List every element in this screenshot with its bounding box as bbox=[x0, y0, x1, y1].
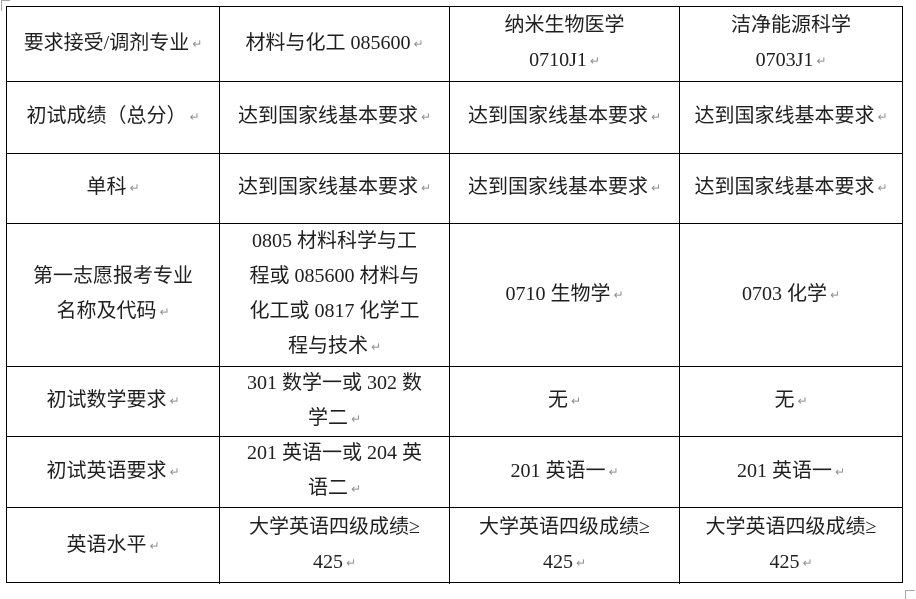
row-header-cell: 第一志愿报考专业 名称及代码 ↵ bbox=[7, 224, 220, 367]
table-cell: 201 英语一或 204 英 语二 ↵ bbox=[220, 437, 450, 508]
table-cell: 达到国家线基本要求 ↵ bbox=[220, 82, 450, 154]
row-header-cell: 初试英语要求 ↵ bbox=[7, 437, 220, 508]
table-cell: 201 英语一 ↵ bbox=[450, 437, 680, 508]
paragraph-mark-icon: ↵ bbox=[575, 556, 587, 570]
paragraph-mark-icon: ↵ bbox=[169, 394, 180, 408]
cell-line: 0703J1 bbox=[755, 49, 814, 71]
table-cell: 大学英语四级成绩≥ 425 ↵ bbox=[680, 508, 902, 584]
cell-line: 大学英语四级成绩≥ bbox=[705, 516, 877, 538]
table-cell: 无 ↵ bbox=[450, 367, 680, 437]
cell-line: 材料与化工 085600 bbox=[245, 31, 411, 54]
cell-line: 英语水平 bbox=[66, 533, 147, 556]
paragraph-mark-icon: ↵ bbox=[159, 305, 170, 319]
cell-line: 301 数学一或 302 数 bbox=[247, 371, 422, 394]
paragraph-mark-icon: ↵ bbox=[797, 394, 808, 408]
cell-line: 化工或 0817 化学工 bbox=[249, 300, 420, 322]
cell-line: 纳米生物医学 bbox=[504, 14, 625, 36]
table-cell: 达到国家线基本要求 ↵ bbox=[680, 82, 902, 154]
paragraph-mark-icon: ↵ bbox=[350, 482, 362, 496]
table-cell: 0805 材料科学与工 程或 085600 材料与 化工或 0817 化学工 程… bbox=[220, 224, 450, 367]
table-cell: 大学英语四级成绩≥ 425 ↵ bbox=[220, 508, 450, 584]
paragraph-mark-icon: ↵ bbox=[613, 287, 624, 302]
cell-line: 达到国家线基本要求 bbox=[694, 176, 875, 198]
table-cell: 201 英语一 ↵ bbox=[680, 437, 902, 508]
paragraph-mark-icon: ↵ bbox=[413, 36, 424, 51]
paragraph-mark-icon: ↵ bbox=[345, 556, 357, 570]
table-cell: 达到国家线基本要求 ↵ bbox=[450, 154, 680, 224]
paragraph-mark-icon: ↵ bbox=[829, 287, 841, 302]
cell-line: 0703 化学 bbox=[741, 282, 827, 305]
cell-line: 初试数学要求 bbox=[46, 389, 167, 411]
paragraph-mark-icon: ↵ bbox=[350, 411, 362, 426]
row-header-cell: 要求接受/调剂专业 ↵ bbox=[7, 7, 220, 82]
cell-line: 201 英语一 bbox=[510, 459, 606, 482]
table-cell: 301 数学一或 302 数 学二 ↵ bbox=[220, 367, 450, 437]
paragraph-mark-icon: ↵ bbox=[420, 110, 432, 124]
row-header-cell: 英语水平 ↵ bbox=[7, 508, 220, 584]
row-header-cell: 初试成绩（总分） ↵ bbox=[7, 82, 220, 154]
paragraph-mark-icon: ↵ bbox=[149, 538, 160, 553]
table-resize-handle-icon[interactable] bbox=[905, 590, 915, 599]
cell-line: 要求接受/调剂专业 bbox=[23, 31, 190, 54]
paragraph-mark-icon: ↵ bbox=[192, 36, 203, 51]
paragraph-mark-icon: ↵ bbox=[816, 54, 827, 68]
cell-line: 名称及代码 bbox=[56, 300, 157, 322]
cell-line: 无 bbox=[547, 389, 568, 411]
cell-line: 语二 bbox=[307, 477, 348, 499]
table-cell: 达到国家线基本要求 ↵ bbox=[450, 82, 680, 154]
cell-line: 程与技术 bbox=[287, 335, 368, 357]
paragraph-mark-icon: ↵ bbox=[877, 181, 888, 195]
row-header-cell: 初试数学要求 ↵ bbox=[7, 367, 220, 437]
column-header-cell: 纳米生物医学 0710J1 ↵ bbox=[450, 7, 680, 82]
cell-line: 达到国家线基本要求 bbox=[467, 176, 648, 198]
table-cell: 0703 化学 ↵ bbox=[680, 224, 902, 367]
cell-line: 0710 生物学 bbox=[505, 282, 611, 305]
cell-line: 201 英语一 bbox=[736, 459, 832, 482]
paragraph-mark-icon: ↵ bbox=[589, 54, 600, 68]
cell-line: 达到国家线基本要求 bbox=[467, 105, 648, 127]
cell-line: 达到国家线基本要求 bbox=[237, 105, 418, 127]
cell-line: 第一志愿报考专业 bbox=[33, 265, 193, 287]
paragraph-mark-icon: ↵ bbox=[570, 394, 582, 408]
paragraph-mark-icon: ↵ bbox=[877, 110, 888, 124]
cell-line: 大学英语四级成绩≥ bbox=[249, 516, 420, 538]
paragraph-mark-icon: ↵ bbox=[420, 181, 432, 195]
table-cell: 无 ↵ bbox=[680, 367, 902, 437]
cell-line: 无 bbox=[774, 389, 795, 411]
cell-line: 单科 bbox=[86, 176, 127, 198]
cell-line: 425 bbox=[542, 551, 573, 573]
paragraph-mark-icon: ↵ bbox=[650, 181, 662, 195]
table-cell: 达到国家线基本要求 ↵ bbox=[220, 154, 450, 224]
cell-line: 0805 材料科学与工 bbox=[252, 230, 417, 252]
paragraph-mark-icon: ↵ bbox=[189, 110, 200, 124]
paragraph-mark-icon: ↵ bbox=[834, 464, 846, 479]
cell-line: 达到国家线基本要求 bbox=[237, 176, 418, 198]
cell-line: 初试成绩（总分） bbox=[26, 105, 187, 127]
column-header-cell: 材料与化工 085600 ↵ bbox=[220, 7, 450, 82]
requirements-table: 要求接受/调剂专业 ↵ 材料与化工 085600 ↵ 纳米生物医学 0710J1 ↵ … bbox=[6, 6, 903, 584]
paragraph-mark-icon: ↵ bbox=[608, 464, 619, 479]
cell-line: 425 bbox=[312, 551, 343, 573]
cell-line: 0710J1 bbox=[529, 49, 587, 71]
paragraph-mark-icon: ↵ bbox=[650, 110, 662, 124]
table-cell: 达到国家线基本要求 ↵ bbox=[680, 154, 902, 224]
table-cell: 大学英语四级成绩≥ 425 ↵ bbox=[450, 508, 680, 584]
cell-line: 425 bbox=[769, 551, 800, 573]
cell-line: 学二 bbox=[307, 406, 348, 429]
table-cell: 0710 生物学 ↵ bbox=[450, 224, 680, 367]
row-header-cell: 单科 ↵ bbox=[7, 154, 220, 224]
cell-line: 洁净能源科学 bbox=[731, 14, 851, 36]
column-header-cell: 洁净能源科学 0703J1 ↵ bbox=[680, 7, 902, 82]
cell-line: 达到国家线基本要求 bbox=[694, 105, 875, 127]
cell-line: 201 英语一或 204 英 bbox=[247, 442, 422, 464]
paragraph-mark-icon: ↵ bbox=[802, 556, 813, 570]
cell-line: 程或 085600 材料与 bbox=[249, 265, 420, 287]
cell-line: 大学英语四级成绩≥ bbox=[479, 516, 650, 538]
paragraph-mark-icon: ↵ bbox=[169, 464, 180, 479]
cell-line: 初试英语要求 bbox=[46, 459, 167, 482]
paragraph-mark-icon: ↵ bbox=[129, 181, 140, 195]
paragraph-mark-icon: ↵ bbox=[370, 340, 382, 354]
table-move-handle-icon[interactable] bbox=[1, 0, 10, 11]
